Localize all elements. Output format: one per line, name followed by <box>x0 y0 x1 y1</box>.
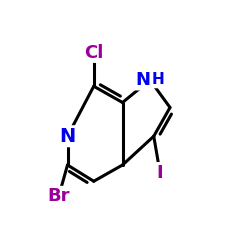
Text: N: N <box>135 71 150 89</box>
Text: Br: Br <box>48 187 70 205</box>
Text: Cl: Cl <box>84 44 103 62</box>
Text: N: N <box>60 127 76 146</box>
Text: H: H <box>151 72 164 88</box>
Text: I: I <box>157 164 163 182</box>
